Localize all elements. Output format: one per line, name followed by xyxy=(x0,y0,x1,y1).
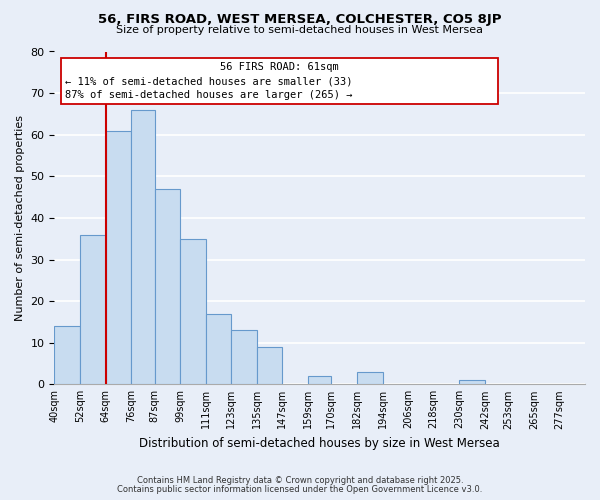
FancyBboxPatch shape xyxy=(61,58,497,104)
Bar xyxy=(80,234,106,384)
Text: Contains HM Land Registry data © Crown copyright and database right 2025.: Contains HM Land Registry data © Crown c… xyxy=(137,476,463,485)
Bar xyxy=(459,380,485,384)
Bar xyxy=(206,314,231,384)
Y-axis label: Number of semi-detached properties: Number of semi-detached properties xyxy=(15,115,25,321)
Bar xyxy=(131,110,155,384)
Bar xyxy=(308,376,331,384)
Bar xyxy=(357,372,383,384)
Text: 56 FIRS ROAD: 61sqm: 56 FIRS ROAD: 61sqm xyxy=(220,62,338,72)
X-axis label: Distribution of semi-detached houses by size in West Mersea: Distribution of semi-detached houses by … xyxy=(139,437,500,450)
Bar xyxy=(231,330,257,384)
Text: ← 11% of semi-detached houses are smaller (33): ← 11% of semi-detached houses are smalle… xyxy=(65,76,353,86)
Bar xyxy=(55,326,80,384)
Text: 56, FIRS ROAD, WEST MERSEA, COLCHESTER, CO5 8JP: 56, FIRS ROAD, WEST MERSEA, COLCHESTER, … xyxy=(98,12,502,26)
Bar xyxy=(155,189,180,384)
Text: Size of property relative to semi-detached houses in West Mersea: Size of property relative to semi-detach… xyxy=(116,25,484,35)
Text: 87% of semi-detached houses are larger (265) →: 87% of semi-detached houses are larger (… xyxy=(65,90,353,100)
Bar xyxy=(106,130,131,384)
Text: Contains public sector information licensed under the Open Government Licence v3: Contains public sector information licen… xyxy=(118,484,482,494)
Bar xyxy=(180,238,206,384)
Bar xyxy=(257,347,283,385)
